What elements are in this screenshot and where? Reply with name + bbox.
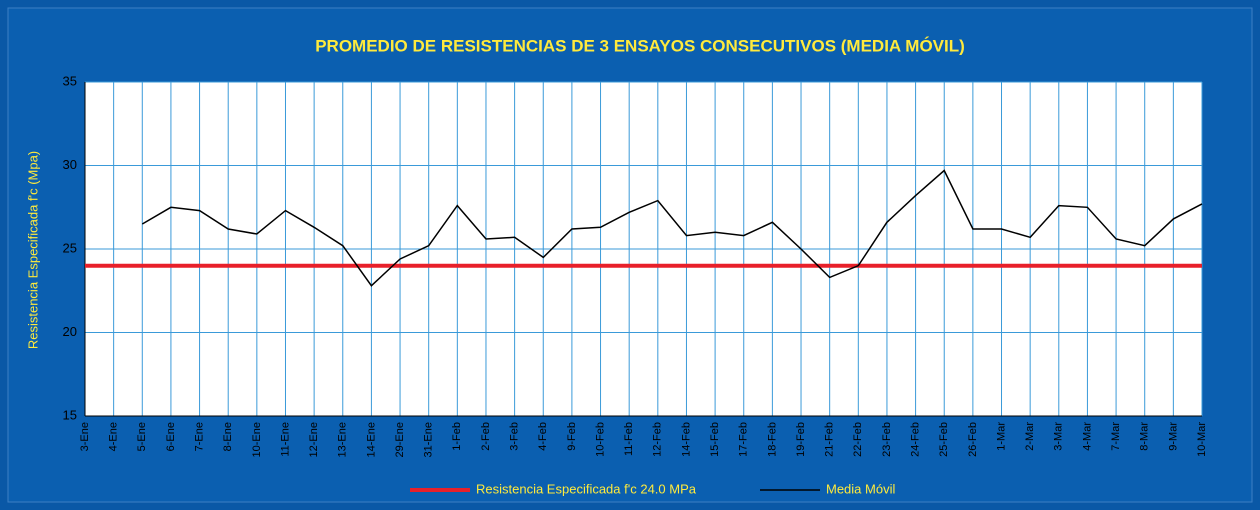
x-tick-label: 31-Ene — [423, 422, 435, 457]
x-tick-label: 19-Feb — [795, 422, 807, 457]
y-tick-label: 15 — [63, 407, 77, 422]
x-tick-label: 11-Ene — [279, 422, 291, 457]
x-tick-label: 2-Feb — [480, 422, 492, 451]
x-tick-label: 11-Feb — [623, 422, 635, 456]
x-tick-label: 1-Feb — [451, 422, 463, 451]
chart-title: PROMEDIO DE RESISTENCIAS DE 3 ENSAYOS CO… — [315, 36, 965, 55]
x-tick-label: 2-Mar — [1024, 422, 1036, 451]
x-tick-label: 26-Feb — [967, 422, 979, 457]
x-tick-label: 12-Ene — [308, 422, 320, 457]
x-tick-label: 3-Feb — [509, 422, 521, 451]
x-tick-label: 21-Feb — [824, 422, 836, 457]
legend-label: Resistencia Especificada f'c 24.0 MPa — [476, 481, 697, 496]
y-tick-label: 20 — [63, 324, 77, 339]
x-tick-label: 25-Feb — [938, 422, 950, 457]
x-tick-label: 24-Feb — [909, 422, 921, 457]
x-tick-label: 8-Ene — [222, 422, 234, 451]
x-tick-label: 10-Mar — [1196, 422, 1208, 457]
x-tick-label: 8-Mar — [1139, 422, 1151, 451]
x-tick-label: 17-Feb — [738, 422, 750, 457]
x-tick-label: 15-Feb — [709, 422, 721, 457]
x-tick-label: 10-Ene — [251, 422, 263, 457]
x-tick-label: 5-Ene — [136, 422, 148, 451]
x-tick-label: 9-Mar — [1167, 422, 1179, 451]
x-tick-label: 18-Feb — [766, 422, 778, 457]
x-tick-label: 29-Ene — [394, 422, 406, 457]
x-tick-label: 7-Mar — [1110, 422, 1122, 451]
legend-label: Media Móvil — [826, 481, 895, 496]
x-tick-label: 3-Ene — [79, 422, 91, 451]
y-tick-label: 30 — [63, 157, 77, 172]
x-tick-label: 22-Feb — [852, 422, 864, 457]
y-tick-label: 35 — [63, 73, 77, 88]
x-tick-label: 14-Feb — [680, 422, 692, 457]
x-tick-label: 14-Ene — [365, 422, 377, 457]
x-tick-label: 23-Feb — [881, 422, 893, 457]
x-tick-label: 7-Ene — [193, 422, 205, 451]
x-tick-label: 13-Ene — [337, 422, 349, 457]
x-tick-label: 10-Feb — [594, 422, 606, 457]
x-tick-label: 4-Ene — [108, 422, 120, 451]
y-axis-label: Resistencia Especificada f'c (Mpa) — [25, 151, 40, 349]
x-tick-label: 9-Feb — [566, 422, 578, 451]
x-tick-label: 3-Mar — [1053, 422, 1065, 451]
series-line — [141, 169, 1203, 287]
x-tick-label: 12-Feb — [652, 422, 664, 457]
x-tick-label: 4-Mar — [1081, 422, 1093, 451]
x-tick-label: 6-Ene — [165, 422, 177, 451]
x-tick-label: 4-Feb — [537, 422, 549, 451]
x-tick-label: 1-Mar — [995, 422, 1007, 451]
y-tick-label: 25 — [63, 240, 77, 255]
